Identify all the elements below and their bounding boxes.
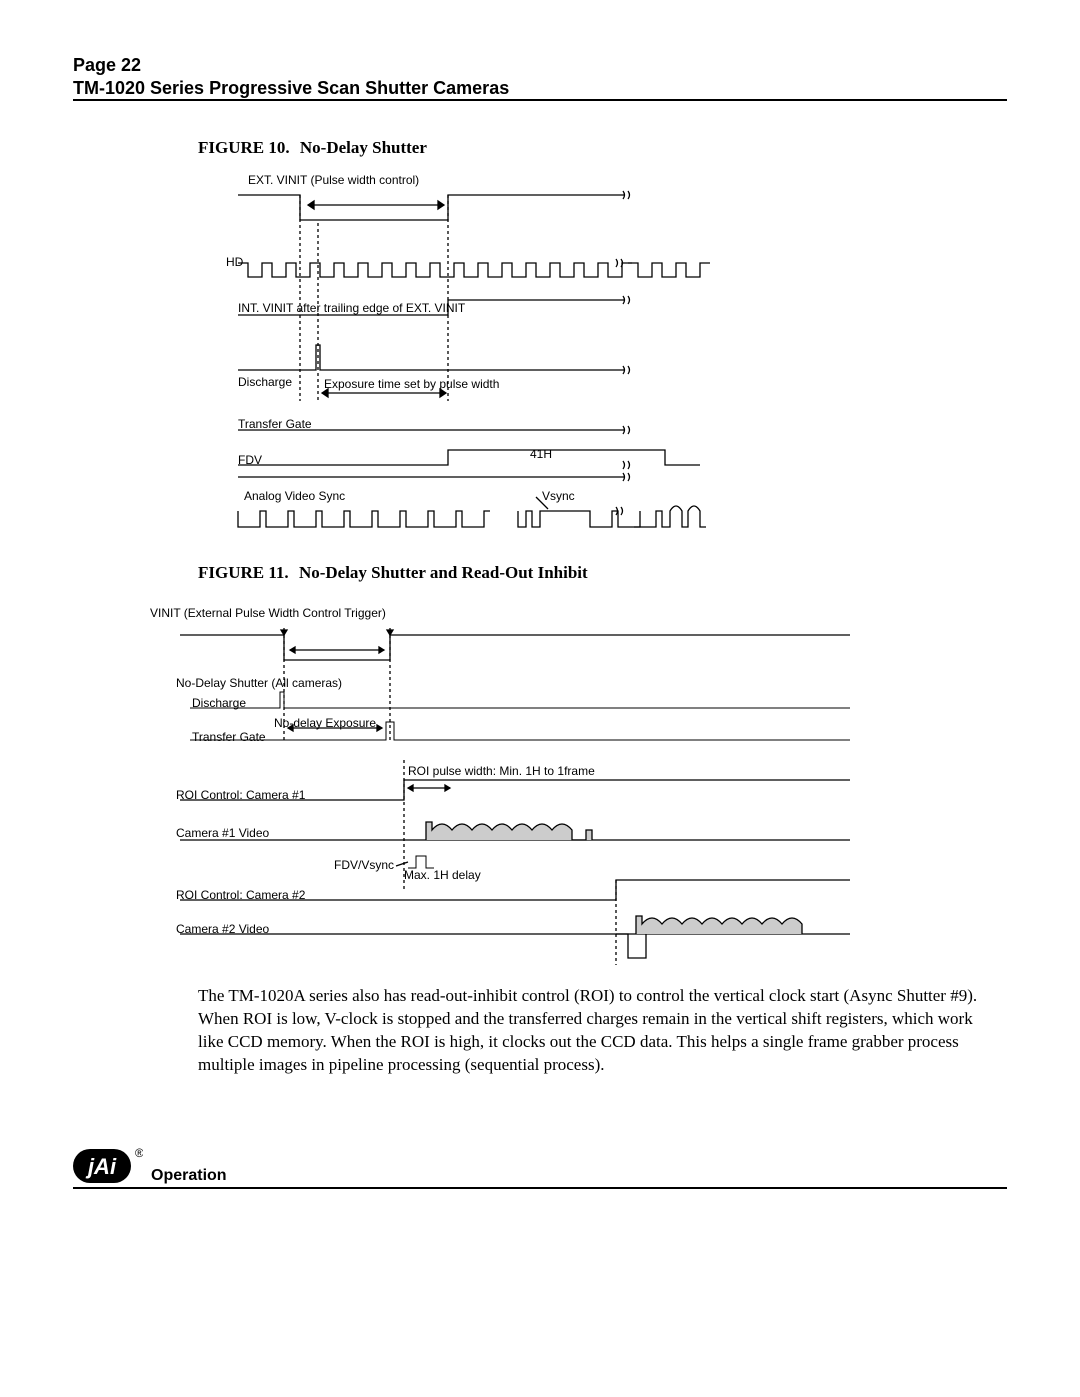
f11-roi1-label: ROI Control: Camera #1 (176, 788, 305, 802)
f11-nde-label: No-delay Exposure (274, 716, 376, 730)
f11-roipw-label: ROI pulse width: Min. 1H to 1frame (408, 764, 595, 778)
f10-discharge-label: Discharge (238, 375, 292, 389)
f10-int-vinit-label: INT. VINIT after trailing edge of EXT. V… (238, 301, 465, 315)
f11-max1h-label: Max. 1H delay (404, 868, 481, 882)
figure10-diagram: EXT. VINIT (Pulse width control) HD INT.… (230, 165, 735, 545)
figure10-title: No-Delay Shutter (300, 138, 427, 157)
figure10-caption: FIGURE 10. No-Delay Shutter (198, 138, 427, 158)
footer-section: Operation (151, 1167, 227, 1185)
f10-hd-label: HD (226, 255, 243, 269)
f11-vinit-label: VINIT (External Pulse Width Control Trig… (150, 606, 386, 620)
page-footer: Operation (73, 1187, 1007, 1189)
page-number: Page 22 (73, 55, 1007, 76)
f10-tg-label: Transfer Gate (238, 417, 312, 431)
f11-fdv-label: FDV/Vsync (334, 858, 394, 872)
figure10-svg (230, 165, 735, 545)
figure11-prefix: FIGURE 11. (198, 563, 289, 582)
figure11-title: No-Delay Shutter and Read-Out Inhibit (299, 563, 588, 582)
figure11-caption: FIGURE 11. No-Delay Shutter and Read-Out… (198, 563, 588, 583)
f11-tg-label: Transfer Gate (192, 730, 266, 744)
f11-cam2-label: Camera #2 Video (176, 922, 269, 936)
f10-fdv-label: FDV (238, 453, 262, 467)
f11-discharge-label: Discharge (192, 696, 246, 710)
page-header: Page 22 TM-1020 Series Progressive Scan … (73, 55, 1007, 101)
doc-title: TM-1020 Series Progressive Scan Shutter … (73, 78, 1007, 99)
body-paragraph: The TM-1020A series also has read-out-in… (198, 985, 998, 1077)
f10-exposure-label: Exposure time set by pulse width (324, 377, 499, 391)
header-rule: TM-1020 Series Progressive Scan Shutter … (73, 78, 1007, 101)
f11-cam1-label: Camera #1 Video (176, 826, 269, 840)
f10-41h-label: 41H (530, 447, 552, 461)
figure11-diagram: VINIT (External Pulse Width Control Trig… (150, 600, 870, 970)
jai-logo: jAi ® (73, 1145, 143, 1192)
f10-ext-vinit-label: EXT. VINIT (Pulse width control) (248, 173, 419, 187)
f10-analog-label: Analog Video Sync (244, 489, 345, 503)
logo-text: jAi (85, 1154, 117, 1179)
footer-rule (73, 1187, 1007, 1189)
f11-roi2-label: ROI Control: Camera #2 (176, 888, 305, 902)
f10-vsync-label: Vsync (542, 489, 575, 503)
figure10-prefix: FIGURE 10. (198, 138, 290, 157)
f11-nds-label: No-Delay Shutter (All cameras) (176, 676, 342, 690)
figure11-svg (150, 600, 870, 970)
logo-reg: ® (135, 1146, 143, 1160)
